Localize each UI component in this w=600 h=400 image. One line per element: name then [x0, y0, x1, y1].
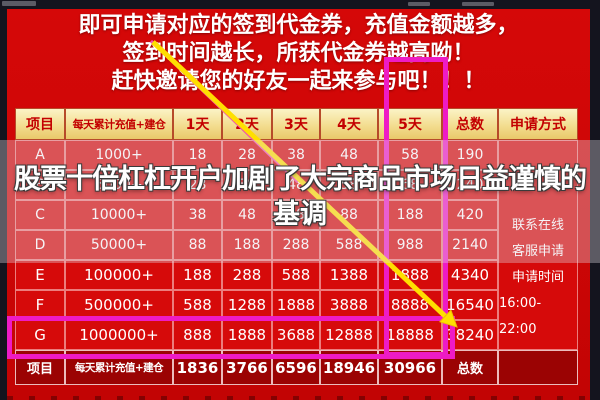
cell-total: 420: [442, 200, 498, 230]
apply-line-4: 16:00-22:00: [499, 296, 542, 337]
cell-project: E: [15, 260, 65, 290]
viewer-toolbar-control[interactable]: [408, 2, 430, 6]
cell-recharge: 10000+: [65, 200, 173, 230]
cell-recharge: 1000+: [65, 140, 173, 170]
viewer-titlebar: [0, 0, 600, 9]
cell-total: 190: [442, 140, 498, 170]
col-header-day2: 2天: [222, 108, 272, 140]
cell-day2: 28: [222, 140, 272, 170]
cell-total: 240: [442, 170, 498, 200]
col-header-day1: 1天: [173, 108, 222, 140]
cell-day3: 3688: [272, 320, 320, 350]
viewer-left-edge: [0, 0, 7, 400]
cell-day1: 28: [173, 170, 222, 200]
cell-day3: 288: [272, 230, 320, 260]
cell-day2: 48: [222, 200, 272, 230]
cell-day3: 38: [272, 140, 320, 170]
row-g-highlight-box: [7, 316, 455, 359]
viewer-toolbar-control-2[interactable]: [462, 2, 494, 6]
cell-recharge: 1000000+: [65, 320, 173, 350]
banner-line-1: 即可申请对应的签到代金券，充值金额越多，: [78, 13, 519, 38]
cell-recharge: 50000+: [65, 230, 173, 260]
apply-line-1: 联系在线: [511, 218, 564, 233]
viewer-filename-label: [2, 1, 36, 6]
cell-day4: 1388: [320, 260, 378, 290]
cell-recharge: 5000+: [65, 170, 173, 200]
cell-total: 4340: [442, 260, 498, 290]
banner-line-2: 签到时间越长，所获代金券越高呦！: [122, 41, 475, 66]
cell-day2: 288: [222, 260, 272, 290]
cropped-bottom-text-fragment: [7, 396, 590, 400]
viewer-right-edge: [590, 0, 600, 400]
cell-day2: 38: [222, 170, 272, 200]
promo-banner: 即可申请对应的签到代金券，充值金额越多， 签到时间越长，所获代金券越高呦！ 赶快…: [7, 12, 590, 96]
cell-day2: 188: [222, 230, 272, 260]
day5-column-highlight-box: [384, 57, 448, 357]
col-header-day4: 4天: [320, 108, 378, 140]
banner-line-3: 赶快邀请您的好友一起来参与吧！！！: [111, 69, 486, 94]
cell-project: C: [15, 200, 65, 230]
cell-day1: 88: [173, 230, 222, 260]
cell-day1: 18: [173, 140, 222, 170]
cell-project: D: [15, 230, 65, 260]
col-header-total: 总数: [442, 108, 498, 140]
col-header-project: 项目: [15, 108, 65, 140]
cell-day4: 48: [320, 140, 378, 170]
cell-project: B: [15, 170, 65, 200]
cell-day4: 88: [320, 200, 378, 230]
col-header-apply: 申请方式: [498, 108, 578, 140]
cell-day4: 588: [320, 230, 378, 260]
cell-total: 2140: [442, 230, 498, 260]
col-header-recharge: 每天累计充值+建仓: [65, 108, 173, 140]
apply-method-cell: 联系在线 客服申请 申请时间 16:00-22:00: [498, 140, 578, 350]
cell-day1: 38: [173, 200, 222, 230]
cell-recharge: 100000+: [65, 260, 173, 290]
cell-day1: 888: [173, 320, 222, 350]
col-header-day3: 3天: [272, 108, 320, 140]
apply-line-3: 申请时间: [511, 270, 564, 285]
cell-day1: 188: [173, 260, 222, 290]
cell-day4: 58: [320, 170, 378, 200]
apply-line-2: 客服申请: [511, 244, 564, 259]
cell-project: A: [15, 140, 65, 170]
totals-empty-cell: [498, 350, 578, 385]
cell-day4: 12888: [320, 320, 378, 350]
cell-total: 16540: [442, 290, 498, 320]
cell-day3: 58: [272, 200, 320, 230]
cell-day3: 588: [272, 260, 320, 290]
cell-day3: 48: [272, 170, 320, 200]
